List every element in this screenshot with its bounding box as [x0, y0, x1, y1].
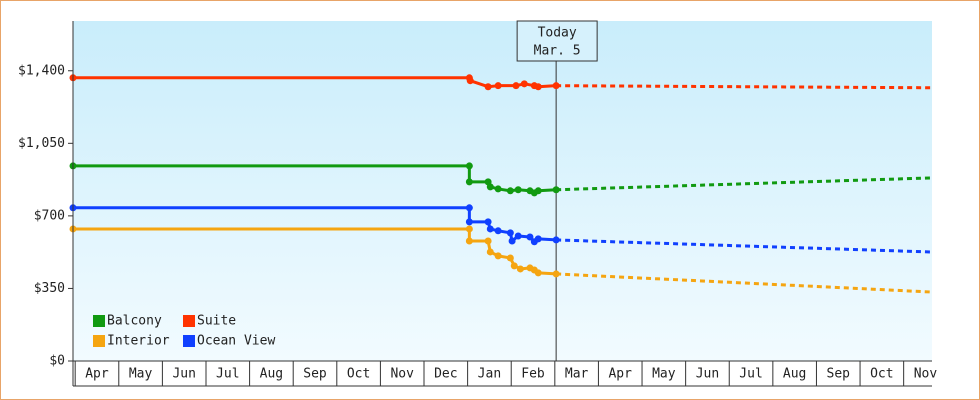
x-tick-label: Jun	[172, 367, 195, 382]
point	[486, 248, 494, 256]
x-tick-label: May	[129, 367, 153, 382]
point	[506, 254, 514, 262]
point	[506, 187, 514, 195]
legend-label: Interior	[107, 334, 170, 349]
point	[516, 265, 524, 273]
legend-label: Suite	[197, 314, 236, 329]
legend-swatch	[183, 335, 195, 347]
legend-label: Balcony	[107, 314, 162, 329]
point	[526, 233, 534, 241]
point	[510, 262, 518, 270]
today-box	[516, 20, 598, 62]
x-tick-label: Mar	[565, 367, 589, 382]
point	[506, 229, 514, 237]
point	[465, 218, 473, 226]
x-tick-label: Sep	[827, 367, 851, 382]
point	[494, 227, 502, 235]
x-tick-label: Oct	[870, 367, 893, 382]
x-tick-label: Nov	[390, 367, 414, 382]
y-tick-label: $0	[49, 354, 65, 369]
x-tick-label: Dec	[434, 367, 457, 382]
x-tick-label: Jul	[739, 367, 762, 382]
point	[552, 82, 560, 90]
x-tick-label: May	[652, 367, 676, 382]
point	[494, 252, 502, 260]
point	[508, 237, 516, 245]
point	[534, 187, 542, 195]
y-tick-label: $350	[34, 281, 65, 296]
point	[465, 225, 473, 233]
x-tick-label: Oct	[347, 367, 370, 382]
point	[512, 82, 520, 90]
point	[484, 218, 492, 226]
x-tick-label: Jul	[216, 367, 239, 382]
x-tick-label: Feb	[521, 367, 545, 382]
point	[534, 235, 542, 243]
point	[534, 269, 542, 277]
x-tick-label: Apr	[608, 367, 632, 382]
today-date: Mar. 5	[534, 44, 581, 59]
point	[494, 82, 502, 90]
y-tick-label: $1,400	[18, 63, 65, 78]
x-tick-label: Aug	[783, 367, 806, 382]
point	[465, 178, 473, 186]
legend-label: Ocean View	[197, 334, 275, 349]
point	[466, 77, 474, 85]
point	[552, 236, 560, 244]
point	[465, 204, 473, 212]
legend-swatch	[93, 315, 105, 327]
point	[465, 162, 473, 170]
legend-swatch	[93, 335, 105, 347]
x-tick-label: Jun	[696, 367, 719, 382]
today-label: Today	[538, 26, 577, 41]
point	[520, 80, 528, 88]
point	[484, 237, 492, 245]
point	[552, 270, 560, 278]
point	[486, 183, 494, 191]
point	[486, 225, 494, 233]
point	[484, 83, 492, 91]
x-tick-label: Apr	[85, 367, 109, 382]
point	[514, 232, 522, 240]
point	[534, 83, 542, 91]
point	[552, 186, 560, 194]
point	[465, 237, 473, 245]
legend-swatch	[183, 315, 195, 327]
x-tick-label: Jan	[478, 367, 501, 382]
x-tick-label: Sep	[303, 367, 327, 382]
point	[494, 185, 502, 193]
point	[514, 186, 522, 194]
x-tick-label: Nov	[914, 367, 938, 382]
y-tick-label: $700	[34, 208, 65, 223]
x-tick-label: Aug	[260, 367, 283, 382]
y-tick-label: $1,050	[18, 136, 65, 151]
